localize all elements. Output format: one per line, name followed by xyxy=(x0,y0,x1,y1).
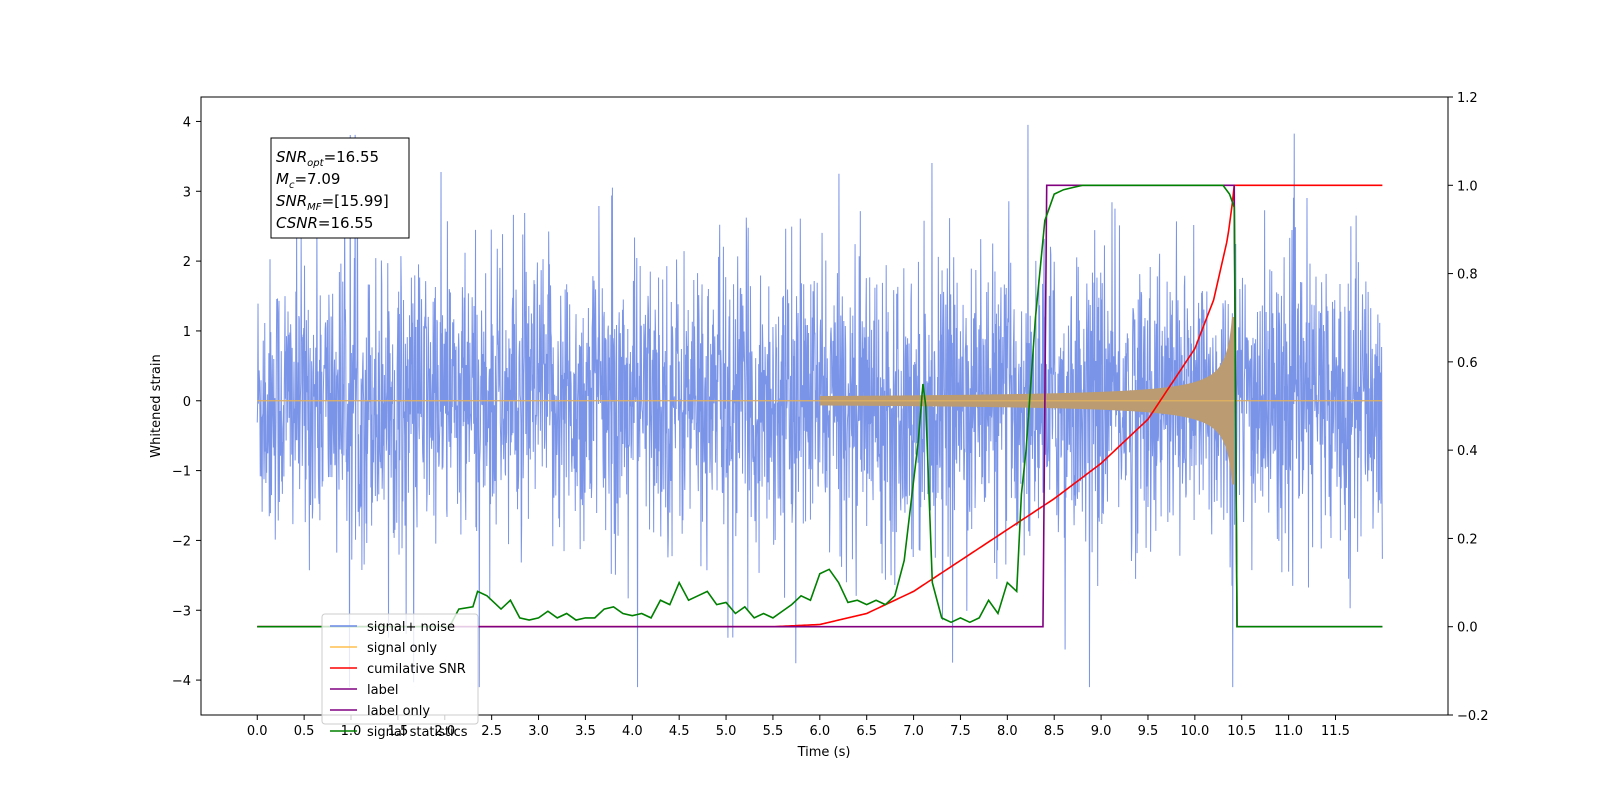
x-tick-label: 5.0 xyxy=(716,724,737,739)
x-tick-label: 0.0 xyxy=(247,724,268,739)
x-tick-label: 7.5 xyxy=(950,724,971,739)
x-tick-label: 10.0 xyxy=(1180,724,1209,739)
x-tick-label: 3.5 xyxy=(575,724,596,739)
x-tick-label: 6.0 xyxy=(809,724,830,739)
x-tick-label: 4.5 xyxy=(669,724,690,739)
legend-label: cumilative SNR xyxy=(367,662,466,677)
series-signal-noise-line xyxy=(256,124,1383,688)
y-left-tick-label: −1 xyxy=(172,465,191,480)
y-right-tick-label: 1.2 xyxy=(1457,91,1478,106)
y-left-tick-label: 1 xyxy=(183,325,191,340)
legend-label: signal statistics xyxy=(367,725,468,740)
x-tick-label: 4.0 xyxy=(622,724,643,739)
x-axis-label: Time (s) xyxy=(797,745,851,760)
x-tick-label: 3.0 xyxy=(528,724,549,739)
x-tick-label: 0.5 xyxy=(294,724,315,739)
x-tick-label: 5.5 xyxy=(763,724,784,739)
y-right-tick-label: 1.0 xyxy=(1457,179,1478,194)
x-tick-label: 9.5 xyxy=(1138,724,1159,739)
legend-frame xyxy=(321,613,479,725)
x-tick-label: 9.0 xyxy=(1091,724,1112,739)
y-right-tick-label: 0.2 xyxy=(1457,532,1478,547)
x-tick-label: 6.5 xyxy=(856,724,877,739)
y-right-tick-label: 0.8 xyxy=(1457,268,1478,283)
y-right-tick-label: 0.4 xyxy=(1457,444,1478,459)
x-tick-label: 2.0 xyxy=(434,724,455,739)
info-line: SNRMF=[15.99] xyxy=(276,192,389,213)
y-axis-label: Whitened strain xyxy=(149,354,164,457)
y-left-tick-label: 3 xyxy=(183,185,191,200)
info-line: Mc=7.09 xyxy=(276,170,340,191)
y-left-tick-label: −3 xyxy=(172,604,191,619)
legend-label: label xyxy=(367,683,398,698)
plot-frame xyxy=(200,96,1449,716)
legend-label: signal only xyxy=(367,641,437,656)
y-right-tick-label: −0.2 xyxy=(1457,709,1489,724)
y-left-tick-label: −2 xyxy=(172,534,191,549)
legend-label: signal+ noise xyxy=(367,620,455,635)
x-tick-label: 2.5 xyxy=(481,724,502,739)
y-left-tick-label: 2 xyxy=(183,255,191,270)
info-box: SNRopt=16.55Mc=7.09SNRMF=[15.99]CSNR=16.… xyxy=(270,137,410,239)
y-right-tick-label: 0.6 xyxy=(1457,356,1478,371)
x-tick-label: 11.5 xyxy=(1321,724,1350,739)
y-left-tick-label: −4 xyxy=(172,674,191,689)
y-left-tick-label: 4 xyxy=(183,115,191,130)
x-tick-label: 1.5 xyxy=(388,724,409,739)
legend: signal+ noise signal only cumilative SNR la… xyxy=(321,613,479,740)
x-tick-label: 8.0 xyxy=(997,724,1018,739)
x-tick-label: 7.0 xyxy=(903,724,924,739)
x-tick-label: 8.5 xyxy=(1044,724,1065,739)
x-tick-label: 10.5 xyxy=(1227,724,1256,739)
x-tick-label: 11.0 xyxy=(1274,724,1303,739)
y-left-tick-label: 0 xyxy=(183,395,191,410)
legend-label: label only xyxy=(367,704,430,719)
y-right-tick-label: 0.0 xyxy=(1457,621,1478,636)
info-line: CSNR=16.55 xyxy=(276,214,373,232)
series-signal-statistics-line xyxy=(257,184,1383,628)
info-line: SNRopt=16.55 xyxy=(276,148,379,169)
